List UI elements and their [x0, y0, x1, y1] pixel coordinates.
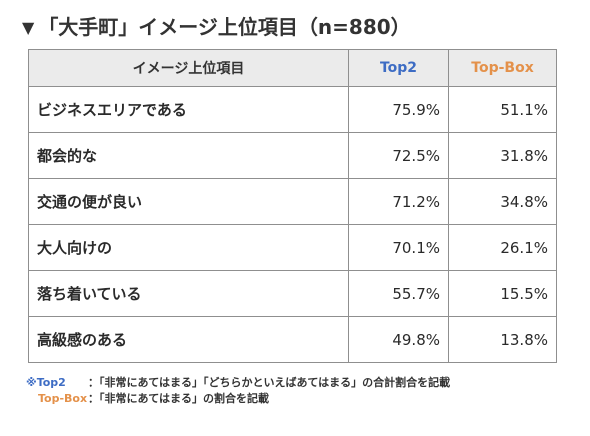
row-top2: 75.9% [348, 86, 449, 133]
row-item: ビジネスエリアである [28, 86, 349, 133]
row-top2: 49.8% [348, 316, 449, 363]
footnote-topbox: Top-Box：「非常にあてはまる」の割合を記載 [26, 391, 450, 407]
row-item: 高級感のある [28, 316, 349, 363]
row-topbox: 26.1% [448, 224, 557, 271]
row-item: 都会的な [28, 132, 349, 179]
table-row: 落ち着いている 55.7% 15.5% [28, 270, 557, 317]
footnotes: ※Top2 ：「非常にあてはまる」「どちらかといえばあてはまる」の合計割合を記載 … [26, 375, 450, 407]
footnote-prefix: ※ [26, 376, 37, 389]
table-row: ビジネスエリアである 75.9% 51.1% [28, 86, 557, 133]
row-item: 交通の便が良い [28, 178, 349, 225]
row-item: 落ち着いている [28, 270, 349, 317]
header-top2: Top2 [348, 49, 449, 87]
footnote-topbox-desc: ：「非常にあてはまる」の割合を記載 [88, 392, 270, 405]
table-row: 交通の便が良い 71.2% 34.8% [28, 178, 557, 225]
row-top2: 71.2% [348, 178, 449, 225]
row-top2: 70.1% [348, 224, 449, 271]
page-title: ▼ 「大手町」イメージ上位項目（n=880） [22, 10, 411, 44]
footnote-topbox-term: Top-Box [38, 392, 88, 405]
footnote-top2-term: ※Top2 [26, 375, 88, 391]
row-top2: 55.7% [348, 270, 449, 317]
row-item: 大人向けの [28, 224, 349, 271]
footnote-top2-label: Top2 [36, 376, 66, 389]
row-top2: 72.5% [348, 132, 449, 179]
row-topbox: 15.5% [448, 270, 557, 317]
footnote-top2: ※Top2 ：「非常にあてはまる」「どちらかといえばあてはまる」の合計割合を記載 [26, 375, 450, 391]
row-topbox: 13.8% [448, 316, 557, 363]
row-topbox: 31.8% [448, 132, 557, 179]
triangle-down-icon: ▼ [22, 18, 35, 37]
page-title-text: 「大手町」イメージ上位項目（n=880） [38, 15, 411, 39]
table-row: 高級感のある 49.8% 13.8% [28, 316, 557, 363]
footnote-top2-desc: ：「非常にあてはまる」「どちらかといえばあてはまる」の合計割合を記載 [88, 376, 451, 389]
header-item: イメージ上位項目 [28, 49, 349, 87]
table-row: 都会的な 72.5% 31.8% [28, 132, 557, 179]
table-header-row: イメージ上位項目 Top2 Top-Box [28, 49, 557, 87]
header-topbox: Top-Box [448, 49, 557, 87]
table-row: 大人向けの 70.1% 26.1% [28, 224, 557, 271]
row-topbox: 51.1% [448, 86, 557, 133]
image-ranking-table: イメージ上位項目 Top2 Top-Box ビジネスエリアである 75.9% 5… [28, 49, 557, 363]
row-topbox: 34.8% [448, 178, 557, 225]
